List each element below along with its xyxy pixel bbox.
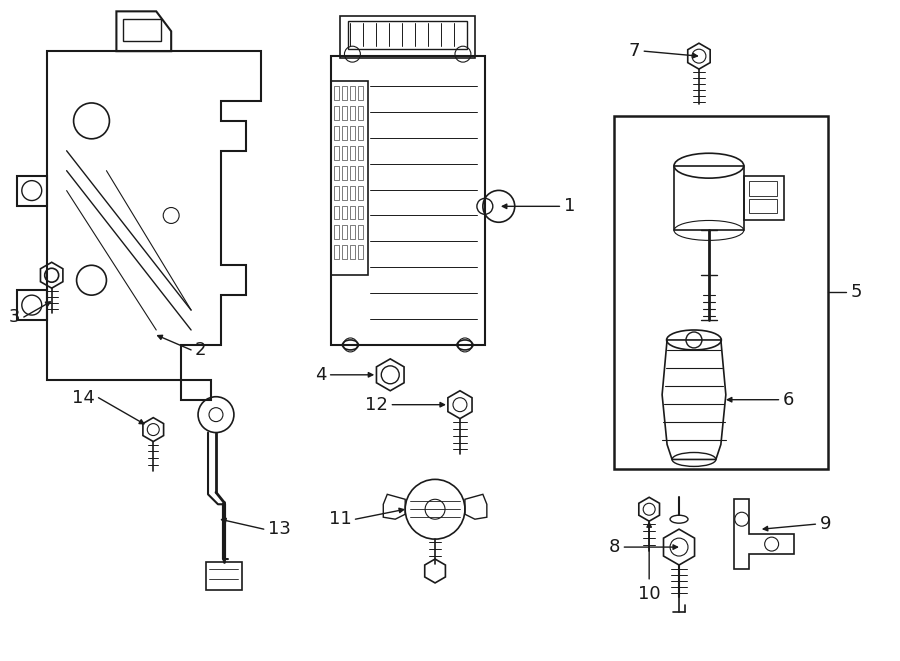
Bar xyxy=(358,126,364,140)
Bar xyxy=(350,146,356,160)
Text: 9: 9 xyxy=(819,515,831,533)
Text: 11: 11 xyxy=(328,510,351,528)
Bar xyxy=(350,126,356,140)
Bar xyxy=(350,86,356,100)
Bar xyxy=(358,146,364,160)
Text: 13: 13 xyxy=(268,520,291,538)
Bar xyxy=(335,206,339,219)
Text: 4: 4 xyxy=(315,366,327,384)
Text: 7: 7 xyxy=(629,42,640,60)
Bar xyxy=(330,56,485,345)
Bar xyxy=(206,562,242,590)
Bar xyxy=(358,225,364,239)
Bar xyxy=(335,106,339,120)
Bar xyxy=(358,206,364,219)
Text: 8: 8 xyxy=(609,538,620,556)
Bar xyxy=(335,245,339,259)
Bar xyxy=(330,81,368,275)
Bar xyxy=(343,86,347,100)
Bar xyxy=(343,186,347,200)
Text: 6: 6 xyxy=(783,391,794,408)
Bar xyxy=(335,126,339,140)
Bar xyxy=(674,166,743,231)
Bar xyxy=(335,146,339,160)
Bar xyxy=(123,19,161,41)
Bar xyxy=(343,245,347,259)
Bar xyxy=(335,186,339,200)
Bar xyxy=(358,245,364,259)
Bar xyxy=(358,186,364,200)
Bar xyxy=(350,245,356,259)
Text: 10: 10 xyxy=(638,585,661,603)
Text: 1: 1 xyxy=(563,198,575,215)
Bar xyxy=(350,206,356,219)
Bar xyxy=(348,21,467,49)
Bar xyxy=(335,86,339,100)
Bar xyxy=(343,126,347,140)
Text: 14: 14 xyxy=(72,389,94,407)
Bar xyxy=(615,116,828,469)
Text: 12: 12 xyxy=(365,396,388,414)
Bar xyxy=(350,166,356,180)
Bar xyxy=(343,225,347,239)
Bar xyxy=(350,225,356,239)
Bar xyxy=(358,86,364,100)
Bar xyxy=(335,225,339,239)
Bar xyxy=(749,180,777,196)
Bar xyxy=(343,206,347,219)
Bar xyxy=(350,106,356,120)
Text: 3: 3 xyxy=(8,308,20,326)
Bar xyxy=(749,198,777,214)
Bar xyxy=(358,166,364,180)
Bar xyxy=(343,106,347,120)
Text: 2: 2 xyxy=(195,341,207,359)
Bar xyxy=(340,17,475,58)
Bar xyxy=(343,166,347,180)
Text: 5: 5 xyxy=(850,283,862,301)
Bar xyxy=(343,146,347,160)
Bar xyxy=(335,166,339,180)
Bar xyxy=(358,106,364,120)
Bar xyxy=(350,186,356,200)
